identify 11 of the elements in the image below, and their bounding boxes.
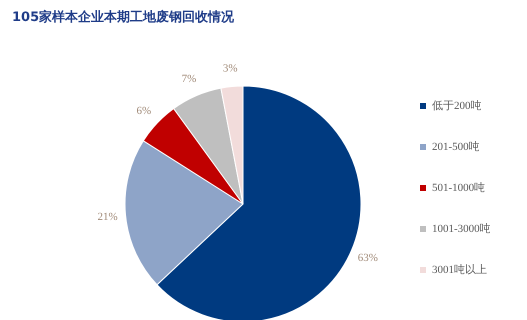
data-label: 3% — [222, 62, 238, 75]
legend-label: 201-500吨 — [432, 140, 480, 154]
chart-title: 105家样本企业本期工地废钢回收情况 — [12, 8, 234, 26]
legend-label: 低于200吨 — [432, 99, 482, 113]
legend-label: 1001-3000吨 — [432, 222, 491, 236]
legend-label: 3001吨以上 — [432, 263, 487, 277]
data-label: 6% — [136, 104, 152, 117]
data-label: 63% — [358, 252, 378, 264]
legend-label: 501-1000吨 — [432, 181, 486, 195]
data-label: 7% — [182, 73, 196, 86]
data-label: 21% — [98, 210, 118, 223]
